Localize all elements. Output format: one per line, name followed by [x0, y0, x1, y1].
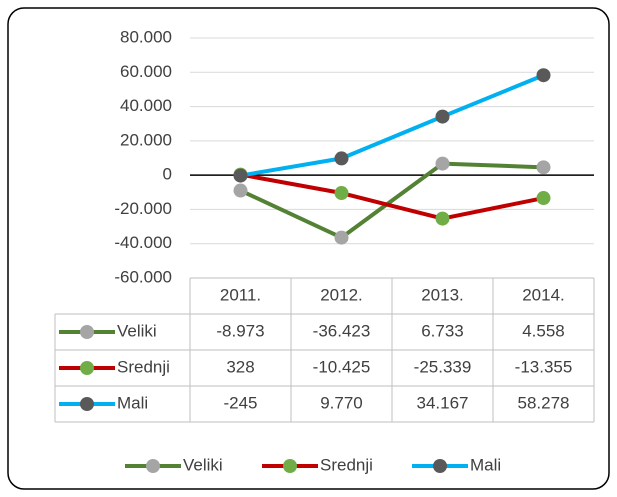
- table-cell: 6.733: [421, 321, 464, 340]
- data-point: [435, 156, 450, 171]
- table-series-name: Srednji: [117, 357, 170, 376]
- legend-key-marker: [80, 397, 94, 411]
- data-point: [334, 230, 349, 245]
- x-tick-label: 2011.: [220, 285, 261, 304]
- table-cell: 4.558: [522, 321, 565, 340]
- table-cell: -10.425: [313, 357, 371, 376]
- table-cell: -13.355: [515, 357, 573, 376]
- data-point: [233, 168, 248, 183]
- data-point: [334, 186, 349, 201]
- x-tick-label: 2014.: [522, 285, 565, 304]
- chart-border: [7, 7, 610, 490]
- data-point: [334, 151, 349, 166]
- table-cell: 34.167: [417, 393, 469, 412]
- table-cell: -36.423: [313, 321, 371, 340]
- table-cell: 9.770: [320, 393, 363, 412]
- y-tick-label: 40.000: [120, 96, 172, 115]
- data-point: [233, 183, 248, 198]
- table-cell: 328: [226, 357, 254, 376]
- series-line: [239, 161, 544, 240]
- legend-label: Veliki: [183, 455, 223, 474]
- y-tick-label: 80.000: [120, 27, 172, 46]
- legend-key-marker: [146, 459, 160, 473]
- data-point: [435, 109, 450, 124]
- data-point: [536, 68, 551, 83]
- legend-key-marker: [433, 459, 447, 473]
- y-tick-label: -60.000: [114, 267, 172, 286]
- legend-label: Srednji: [320, 455, 373, 474]
- data-point: [536, 160, 551, 175]
- table-series-name: Veliki: [117, 321, 157, 340]
- legend-label: Mali: [470, 455, 501, 474]
- series-line: [240, 172, 544, 221]
- legend-key-marker: [80, 361, 94, 375]
- table-cell: -245: [223, 393, 257, 412]
- y-tick-label: 20.000: [120, 130, 172, 149]
- table-cell: -25.339: [414, 357, 472, 376]
- legend-key-marker: [283, 459, 297, 473]
- y-tick-label: -40.000: [114, 233, 172, 252]
- x-tick-label: 2012.: [320, 285, 363, 304]
- y-tick-label: -20.000: [114, 199, 172, 218]
- data-point: [435, 211, 450, 226]
- legend-key-marker: [80, 325, 94, 339]
- table-cell: -8.973: [216, 321, 264, 340]
- y-tick-label: 0: [163, 165, 172, 184]
- x-tick-label: 2013.: [421, 285, 464, 304]
- y-tick-label: 60.000: [120, 62, 172, 81]
- series-line: [240, 73, 545, 178]
- table-cell: 58.278: [518, 393, 570, 412]
- table-series-name: Mali: [117, 393, 148, 412]
- data-point: [536, 191, 551, 206]
